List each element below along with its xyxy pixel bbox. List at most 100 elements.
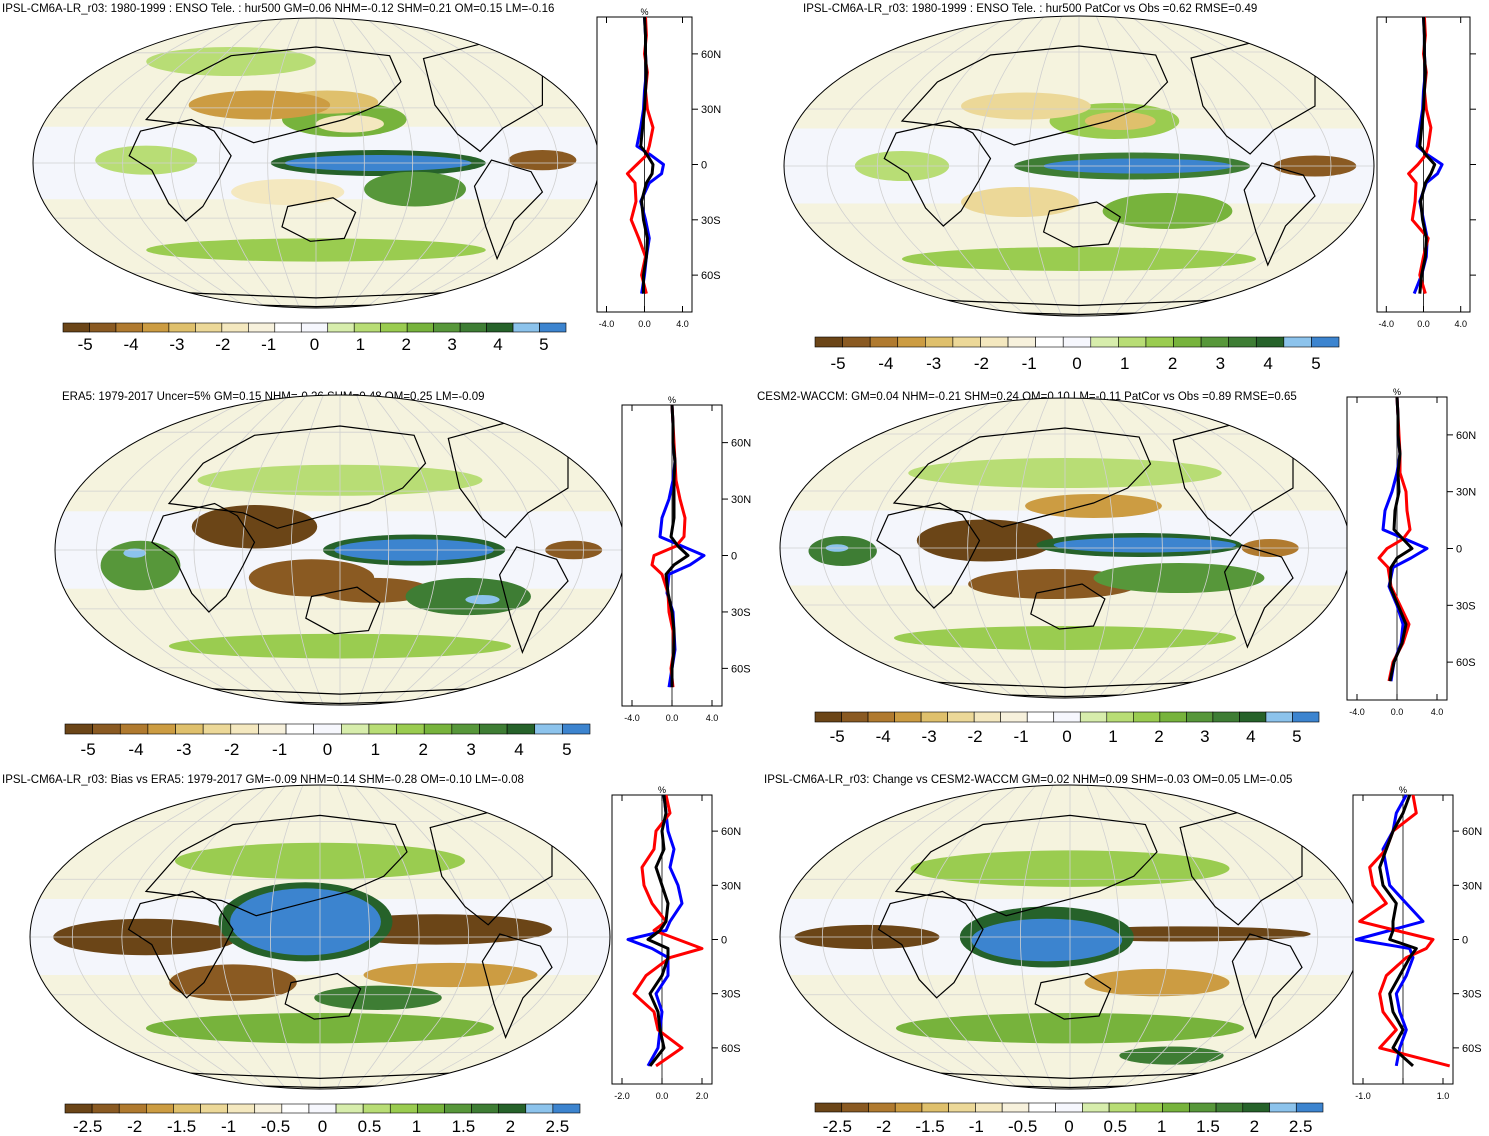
colorbar-tick-label: 4	[493, 335, 502, 354]
colorbar-tick-label: -4	[123, 335, 138, 354]
graticule-meridian	[372, 395, 438, 705]
graticule-meridian	[1020, 785, 1054, 1089]
x-tick-label: 4.0	[1454, 319, 1467, 329]
graticule-meridian	[398, 18, 559, 308]
colorbar-box	[254, 1103, 283, 1114]
colorbar-box	[952, 336, 981, 348]
zonal-series-line	[1418, 16, 1437, 294]
coastline	[892, 427, 1152, 528]
colorbar-tick-label: 1	[371, 740, 380, 759]
lat-tick-label: 30N	[721, 880, 741, 892]
graticule-meridian	[871, 785, 1003, 1089]
colorbar-tick-label: 1	[356, 335, 365, 354]
anomaly-contour	[405, 577, 531, 616]
lat-tick-label: 0	[721, 935, 727, 947]
colorbar-tick-label: 2	[1250, 1117, 1259, 1136]
colorbar-box	[1007, 336, 1036, 348]
zonal-series-line	[1354, 794, 1425, 1067]
x-tick-label: 0.0	[666, 713, 679, 723]
lat-tick-label: 60N	[701, 49, 721, 61]
coastline	[144, 46, 402, 144]
graticule-meridian	[422, 395, 584, 705]
anomaly-contour	[971, 918, 1123, 962]
robinson-projection-map	[33, 18, 599, 308]
colorbar-box	[479, 723, 508, 735]
colorbar-box	[1090, 336, 1119, 348]
colorbar-box	[142, 322, 170, 333]
graticule-meridian	[1114, 398, 1212, 698]
colorbar-box	[1062, 336, 1092, 348]
colorbar-box	[897, 336, 926, 348]
anomaly-contour	[1084, 112, 1156, 130]
colorbar-box	[1265, 711, 1293, 723]
colorbar-box	[64, 1103, 93, 1114]
colorbar-tick-label: 2	[402, 335, 411, 354]
colorbar-box	[842, 336, 871, 348]
colorbar-box	[285, 723, 314, 735]
colorbar-tick-label: -1.5	[167, 1117, 196, 1136]
zonal-mean-plot: -4.0 0.0 4.0	[1376, 16, 1476, 329]
colorbar-box	[368, 723, 397, 735]
anomaly-contour	[508, 149, 577, 171]
graticule-meridian	[877, 16, 1011, 316]
anomaly-contour	[123, 548, 147, 558]
graticule-meridian	[356, 395, 389, 705]
colorbar-tick-label: 3	[1216, 354, 1225, 373]
colorbar-tick-label: 2.5	[546, 1117, 570, 1136]
colorbar-box	[274, 322, 302, 333]
map-border	[783, 15, 1375, 317]
anomaly-contour	[1084, 968, 1230, 997]
x-tick-label: 4.0	[706, 713, 719, 723]
colorbar-tick-label: -3	[926, 354, 941, 373]
colorbar-box	[423, 723, 453, 735]
colorbar-box	[91, 1103, 120, 1114]
anomaly-contour	[316, 115, 384, 133]
panel-title: IPSL-CM6A-LR_r03: 1980-1999 : ENSO Tele.…	[2, 3, 554, 15]
colorbar-box	[921, 1102, 949, 1113]
graticule-meridian	[389, 395, 487, 705]
unit-label: %	[640, 7, 648, 17]
graticule-meridian	[977, 16, 1045, 316]
colorbar-tick-label: 1.5	[1196, 1117, 1220, 1136]
colorbar-box	[539, 322, 567, 333]
colorbar-box	[1269, 1102, 1297, 1113]
x-tick-label: -4.0	[1349, 707, 1365, 717]
robinson-projection-map	[784, 16, 1374, 316]
colorbar-box	[1055, 1102, 1083, 1113]
anomaly-contour	[169, 964, 297, 1001]
colorbar-tick-label: 2	[1154, 727, 1163, 746]
x-tick-label: 0.0	[1417, 319, 1430, 329]
lat-tick-label: 30N	[731, 494, 751, 506]
x-tick-label: -2.0	[614, 1091, 630, 1101]
colorbar-tick-label: -5	[81, 740, 96, 759]
colorbar-box	[1082, 1102, 1110, 1113]
anomaly-contour	[191, 505, 318, 549]
colorbar-box	[1001, 1102, 1030, 1113]
colorbar-tick-label: 5	[1311, 354, 1320, 373]
colorbar-box	[506, 723, 536, 735]
colorbar-box	[313, 723, 342, 735]
colorbar-box	[1215, 1102, 1244, 1113]
lat-tick-label: 30N	[1462, 880, 1482, 892]
colorbar-box	[1255, 336, 1285, 348]
colorbar-tick-label: -5	[830, 727, 845, 746]
anomaly-contour	[100, 540, 181, 591]
colorbar-box	[327, 322, 355, 333]
graticule-meridian	[1081, 398, 1115, 698]
graticule-meridian	[96, 395, 258, 705]
colorbar-tick-label: -3	[176, 740, 191, 759]
graticule-meridian	[348, 18, 413, 308]
colorbar-box	[498, 1103, 527, 1114]
graticule-meridian	[121, 785, 253, 1089]
anomaly-contour	[1093, 563, 1265, 593]
zonal-mean-plot: -4.0 0.0 4.0% 60N 30N 0 30S 60S	[1346, 387, 1476, 717]
colorbar-box	[841, 711, 869, 723]
graticule-meridian	[918, 398, 1016, 698]
colorbar-box	[258, 723, 287, 735]
colorbar-box	[894, 711, 922, 723]
colorbar-box	[1162, 1102, 1190, 1113]
anomaly-contour	[961, 187, 1079, 217]
anomaly-contour	[465, 594, 500, 605]
unit-label: %	[658, 785, 666, 795]
